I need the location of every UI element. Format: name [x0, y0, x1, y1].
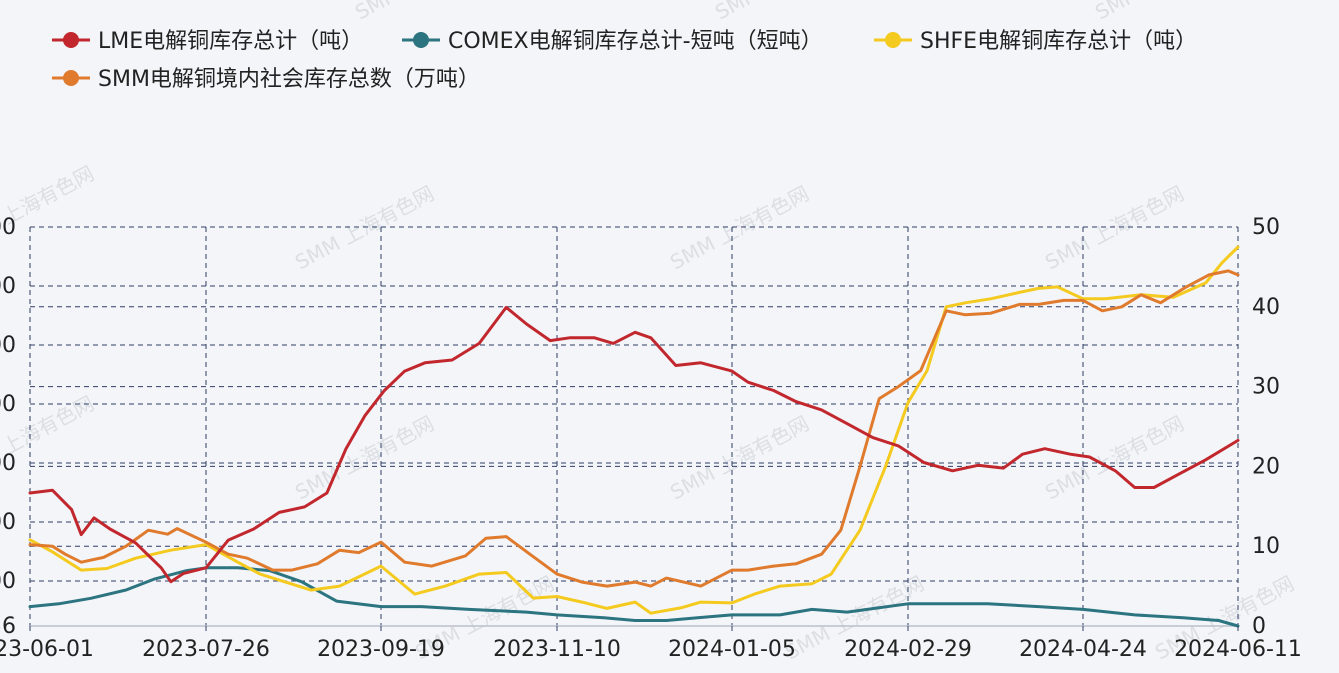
y-left-tick-label: 00	[0, 274, 16, 299]
x-tick-label: 2023-09-19	[317, 637, 445, 662]
x-tick-label: 2024-06-11	[1174, 637, 1302, 662]
y-right-tick-label: 20	[1252, 454, 1280, 479]
watermark-layer: SMM 上海有色网 SMM 上海有色网 SMM 上海有色网 SMM 上海有色网 SMM …	[0, 0, 1298, 664]
x-tick-label: 2023-06-01	[0, 637, 94, 662]
watermark-text: SMM 上海有色网	[0, 161, 98, 254]
x-tick-label: 2023-07-26	[142, 637, 270, 662]
watermark-text: SMM 上海有色网	[1041, 181, 1188, 274]
x-tick-label: 2024-01-05	[668, 637, 796, 662]
watermark-text: SMM 上海有色网	[666, 411, 813, 504]
legend-marker	[63, 32, 79, 48]
series-line	[28, 305, 1240, 584]
y-right-tick-label: 50	[1252, 215, 1280, 240]
y-right-tick-label: 30	[1252, 375, 1280, 400]
y-axis-left: 200 00 00 00 00 00 00 56	[0, 215, 16, 639]
y-right-tick-label: 0	[1252, 614, 1266, 639]
legend-label: COMEX电解铜库存总计-短吨（短吨）	[448, 29, 823, 54]
y-axis-right: 0 10 20 30 40 50	[1252, 215, 1280, 639]
y-left-tick-label: 200	[0, 215, 16, 240]
gridlines	[29, 226, 1239, 627]
x-tick-label: 2024-04-24	[1019, 637, 1147, 662]
y-left-tick-label: 00	[0, 510, 16, 535]
watermark-text: SMM 上海有色网	[1041, 411, 1188, 504]
y-left-tick-label: 00	[0, 392, 16, 417]
legend-label: LME电解铜库存总计（吨）	[98, 29, 363, 54]
watermark-text: SMM 上海有色网	[291, 411, 438, 504]
legend-item[interactable]: SHFE电解铜库存总计（吨）	[874, 29, 1197, 54]
legend-marker	[885, 32, 901, 48]
series-line	[28, 566, 1240, 628]
y-left-tick-label: 00	[0, 451, 16, 476]
watermark-text: SMM 上海有色网	[291, 181, 438, 274]
y-left-tick-label: 56	[0, 614, 16, 639]
legend-label: SMM电解铜境内社会库存总数（万吨）	[98, 67, 480, 92]
watermark-text: SMM 上海有色网	[666, 181, 813, 274]
watermark-text: SMM 上海有色网	[1091, 0, 1238, 24]
legend-marker	[413, 32, 429, 48]
series-line	[28, 269, 1240, 588]
legend-marker	[63, 70, 79, 86]
legend-item[interactable]: LME电解铜库存总计（吨）	[52, 29, 363, 54]
x-tick-label: 2024-02-29	[844, 637, 972, 662]
legend-item[interactable]: SMM电解铜境内社会库存总数（万吨）	[52, 67, 480, 92]
y-left-tick-label: 00	[0, 569, 16, 594]
x-axis: 2023-06-01 2023-07-26 2023-09-19 2023-11-10…	[0, 626, 1302, 662]
legend-item[interactable]: COMEX电解铜库存总计-短吨（短吨）	[402, 29, 823, 54]
y-right-tick-label: 40	[1252, 295, 1280, 320]
watermark-text: SMM 上海有色网	[351, 0, 498, 24]
y-right-tick-label: 10	[1252, 534, 1280, 559]
x-tick-label: 2023-11-10	[493, 637, 621, 662]
y-left-tick-label: 00	[0, 333, 16, 358]
series-line	[28, 245, 1240, 615]
legend: LME电解铜库存总计（吨） COMEX电解铜库存总计-短吨（短吨） SHFE电解铜库…	[52, 29, 1197, 92]
legend-label: SHFE电解铜库存总计（吨）	[920, 29, 1197, 54]
watermark-text: SMM 上海有色网	[711, 0, 858, 24]
series-lines	[28, 245, 1240, 628]
